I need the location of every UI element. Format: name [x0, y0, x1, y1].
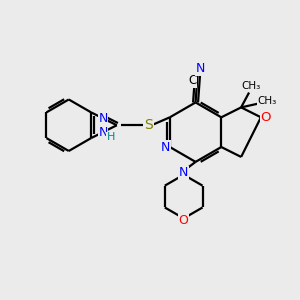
- Text: CH₃: CH₃: [257, 97, 277, 106]
- Text: S: S: [144, 118, 153, 132]
- Text: H: H: [107, 132, 115, 142]
- Text: N: N: [179, 166, 188, 179]
- Text: O: O: [261, 111, 271, 124]
- Text: C: C: [188, 74, 197, 87]
- Text: N: N: [196, 62, 205, 75]
- Text: N: N: [98, 126, 108, 139]
- Text: O: O: [179, 214, 189, 227]
- Text: N: N: [161, 140, 171, 154]
- Text: CH₃: CH₃: [242, 81, 261, 91]
- Text: N: N: [98, 112, 108, 125]
